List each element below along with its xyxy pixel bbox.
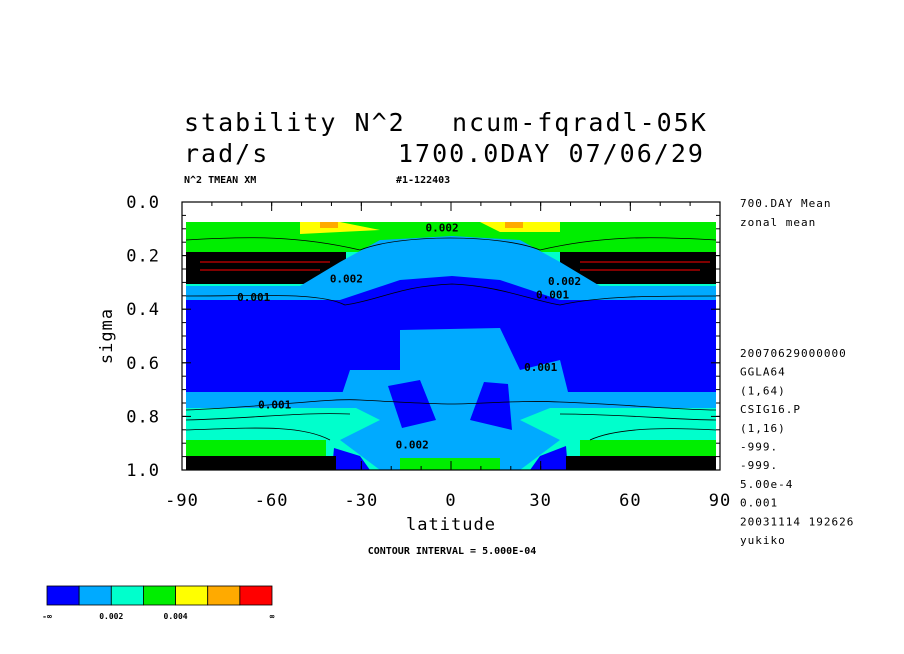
contour-label: 0.001	[237, 291, 270, 304]
right-note: (1,64)	[740, 384, 786, 397]
colorbar-swatch	[207, 585, 241, 606]
field-blue-pocket-1	[388, 380, 436, 428]
title-variable: stability N^2	[184, 108, 406, 137]
x-tick-label: -90	[165, 491, 199, 511]
field-green-surface-left	[186, 440, 326, 456]
x-tick-labels: -90 -60 -30 0 30 60 90	[165, 491, 731, 511]
right-note: 5.00e-4	[740, 478, 793, 491]
field-dense-surface-right	[566, 456, 716, 470]
x-tick-label: -30	[344, 491, 378, 511]
field-orange-right	[505, 222, 523, 228]
colorbar-swatch	[78, 585, 112, 606]
subtitle-right: #1-122403	[396, 175, 450, 186]
x-axis-label: latitude	[406, 515, 496, 535]
colorbar-swatch	[110, 585, 144, 606]
field-red-lines	[200, 261, 710, 271]
field-orange-left	[320, 222, 338, 228]
x-tick-label: -60	[255, 491, 289, 511]
field-blue-pocket-4	[530, 446, 568, 470]
colorbar-label: ∞	[270, 612, 275, 621]
right-note: GGLA64	[740, 366, 786, 379]
x-tick-label: 60	[619, 491, 641, 511]
contour-label: 0.002	[548, 275, 581, 288]
field-lightblue-cap	[330, 250, 570, 290]
colorbar-label: 0.002	[99, 612, 123, 621]
right-note-top: 700.DAY Mean	[740, 197, 831, 210]
contour-label: 0.001	[524, 361, 557, 374]
y-tick-label: 0.6	[126, 354, 160, 374]
field-blue-pocket-3	[332, 448, 370, 470]
field-lightblue-lower	[186, 392, 716, 408]
subtitle-left: N^2 TMEAN XM	[184, 175, 256, 186]
colorbar-label: 0.004	[164, 612, 188, 621]
y-tick-label: 1.0	[126, 461, 160, 481]
right-note: yukiko	[740, 534, 786, 547]
colorbar-label: -∞	[42, 612, 52, 621]
colorbar-swatch	[46, 585, 80, 606]
axis-ticks	[181, 201, 721, 471]
right-note: 20031114 192626	[740, 515, 854, 528]
colorbar-swatch	[239, 585, 273, 606]
y-tick-labels: 0.0 0.2 0.4 0.6 0.8 1.0	[126, 193, 160, 481]
x-tick-label: 90	[709, 491, 731, 511]
y-axis-label: sigma	[97, 308, 117, 364]
right-notes: 700.DAY Mean zonal mean 20070629000000 GGLA…	[740, 197, 854, 547]
right-note: 0.001	[740, 497, 778, 510]
title-units: rad/s	[184, 139, 269, 168]
field-blue-pocket-2	[470, 382, 512, 430]
contour-label: 0.003	[270, 272, 303, 285]
colorbar-swatch	[175, 585, 209, 606]
right-note: (1,16)	[740, 422, 786, 435]
right-note: CSIG16.P	[740, 403, 801, 416]
colorbar: -∞ 0.002 0.004 ∞	[42, 585, 275, 621]
title-time: 1700.0DAY 07/06/29	[398, 139, 705, 168]
right-note: -999.	[740, 459, 778, 472]
field-dense-surface-left	[186, 456, 336, 470]
colorbar-swatch	[143, 585, 176, 606]
contour-label: 0.002	[396, 439, 429, 452]
y-tick-label: 0.2	[126, 247, 160, 267]
contour-label: 0.001	[258, 398, 291, 411]
contour-label: 0.002	[330, 272, 363, 285]
x-tick-label: 30	[529, 491, 551, 511]
right-note: 20070629000000	[740, 347, 847, 360]
field-green-surface-right	[580, 440, 716, 456]
contour-label: 0.001	[536, 288, 569, 301]
right-note: -999.	[740, 441, 778, 454]
contour-label: 0.002	[425, 221, 458, 234]
contour-interval: CONTOUR INTERVAL = 5.000E-04	[368, 546, 537, 557]
x-tick-label: 0	[445, 491, 456, 511]
y-tick-label: 0.8	[126, 407, 160, 427]
right-note-top: zonal mean	[740, 216, 816, 229]
title-experiment: ncum-fqradl-05K	[452, 108, 708, 137]
contour-lines	[185, 237, 717, 441]
y-tick-label: 0.4	[126, 300, 160, 320]
y-tick-label: 0.0	[126, 193, 160, 213]
contour-field	[182, 202, 720, 470]
field-green-surface-center	[400, 458, 500, 470]
